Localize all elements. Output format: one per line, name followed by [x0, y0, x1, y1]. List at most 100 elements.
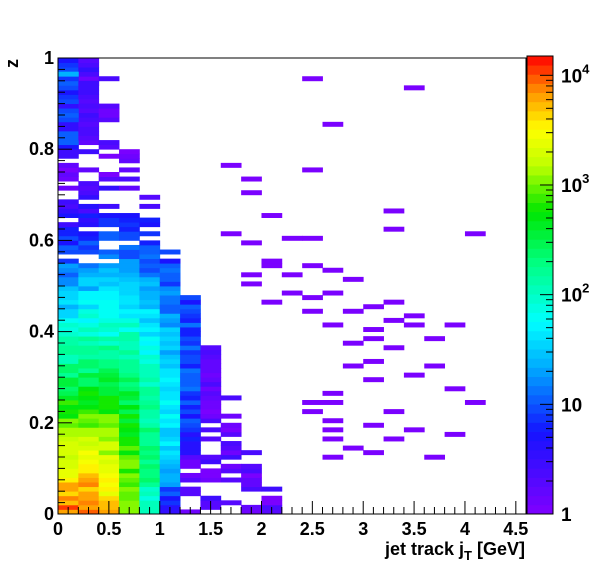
heatmap-cell-12 — [58, 454, 79, 460]
heatmap-cell-337 — [139, 363, 161, 369]
heatmap-cell-394 — [159, 400, 181, 405]
heatmap-cell-546 — [58, 80, 79, 86]
heatmap-cell-252 — [119, 427, 140, 433]
heatmap-cell-497 — [220, 500, 242, 506]
heatmap-cell-403 — [159, 358, 181, 364]
heatmap-cell-266 — [119, 363, 140, 369]
heatmap-cell-565 — [261, 213, 283, 218]
heatmap-cell-264 — [119, 372, 140, 378]
color-scale-step — [527, 459, 553, 469]
x-axis-title-unit: [GeV] — [472, 539, 525, 559]
heatmap-cell-120 — [78, 336, 100, 342]
heatmap-cell-314 — [139, 468, 161, 474]
heatmap-cell-24 — [58, 400, 79, 405]
x-tick-label: 2 — [256, 519, 266, 539]
heatmap-cell-411 — [159, 322, 181, 328]
heatmap-cell-569 — [220, 231, 242, 237]
heatmap-cell-300 — [119, 176, 140, 182]
heatmap-cell-611 — [424, 454, 446, 460]
color-scale-label-base: 10 — [561, 176, 582, 197]
heatmap-cell-98 — [78, 436, 100, 442]
heatmap-cell-193 — [98, 358, 120, 364]
axis-ticks — [57, 57, 527, 515]
heatmap-cell-144 — [78, 213, 100, 218]
heatmap-cell-492 — [200, 363, 222, 369]
heatmap-cell-419 — [159, 286, 181, 291]
color-scale-step — [527, 175, 553, 185]
heatmap-cell-430 — [180, 477, 201, 483]
heatmap-cell-415 — [159, 304, 181, 310]
heatmap-cell-231 — [98, 108, 120, 114]
x-tick-label: 3 — [358, 519, 368, 539]
color-scale-label-base: 10 — [561, 286, 582, 307]
heatmap-cell-469 — [180, 295, 201, 301]
heatmap-cell-114 — [78, 363, 100, 369]
heatmap-cell-239 — [119, 486, 140, 492]
heatmap-cell-483 — [200, 404, 222, 410]
color-scale-step — [527, 211, 553, 222]
heatmap-cells — [58, 58, 486, 514]
heatmap-cell-131 — [78, 286, 100, 291]
heatmap-cell-585 — [302, 308, 323, 314]
heatmap-cell-175 — [98, 441, 120, 446]
heatmap-cell-395 — [159, 395, 181, 401]
heatmap-cell-290 — [119, 254, 140, 260]
heatmap-cell-183 — [98, 404, 120, 410]
heatmap-cell-6 — [58, 482, 79, 488]
heatmap-cell-243 — [119, 468, 140, 474]
heatmap-cell-391 — [159, 413, 181, 419]
heatmap-cell-349 — [139, 308, 161, 314]
heatmap-cell-284 — [119, 281, 140, 287]
heatmap-cell-593 — [363, 336, 384, 342]
heatmap-cell-20 — [58, 418, 79, 424]
heatmap-cell-404 — [159, 354, 181, 360]
heatmap-cell-302 — [119, 158, 140, 164]
color-scale-step — [527, 56, 553, 66]
x-tick-label: 3.5 — [402, 519, 427, 539]
heatmap-cell-554 — [78, 62, 100, 68]
heatmap-cell-189 — [98, 377, 120, 383]
heatmap-cell-431 — [180, 472, 201, 478]
heatmap-cell-35 — [58, 349, 79, 355]
heatmap-cell-293 — [119, 235, 140, 241]
heatmap-cell-154 — [78, 117, 100, 123]
heatmap-cell-272 — [119, 336, 140, 342]
heatmap-cell-343 — [139, 336, 161, 342]
heatmap-cell-521 — [261, 500, 283, 506]
heatmap-cell-409 — [159, 331, 181, 337]
heatmap-cell-214 — [98, 263, 120, 269]
heatmap-cell-40 — [58, 327, 79, 332]
heatmap-cell-312 — [139, 477, 161, 483]
heatmap-cell-523 — [261, 486, 283, 492]
heatmap-cell-96 — [78, 445, 100, 451]
heatmap-cell-357 — [139, 272, 161, 278]
heatmap-cell-99 — [78, 431, 100, 437]
heatmap-cell-484 — [200, 400, 222, 405]
heatmap-cell-181 — [98, 413, 120, 419]
heatmap-cell-269 — [119, 349, 140, 355]
heatmap-cell-197 — [98, 340, 120, 346]
heatmap-cell-368 — [139, 203, 161, 209]
heatmap-cell-138 — [78, 244, 100, 250]
color-scale-step — [527, 367, 553, 377]
x-axis-title-main: jet track j — [384, 539, 464, 559]
heatmap-cell-123 — [78, 322, 100, 328]
heatmap-cell-228 — [98, 140, 120, 146]
heatmap-cell-163 — [98, 495, 120, 501]
color-scale-step — [527, 339, 553, 350]
heatmap-cell-224 — [98, 176, 120, 182]
heatmap-cell-97 — [78, 441, 100, 446]
heatmap-cell-280 — [119, 299, 140, 305]
heatmap-cell-86 — [78, 491, 100, 497]
heatmap-cell-222 — [98, 203, 120, 209]
heatmap-cell-109 — [78, 386, 100, 392]
heatmap-cell-498 — [220, 477, 242, 483]
heatmap-cell-433 — [180, 459, 201, 465]
heatmap-cell-88 — [78, 482, 100, 488]
heatmap-cell-260 — [119, 390, 140, 396]
heatmap-cell-407 — [159, 340, 181, 346]
heatmap-cell-542 — [58, 89, 79, 95]
color-scale-step — [527, 449, 553, 460]
heatmap-cell-279 — [119, 304, 140, 310]
heatmap-cell-564 — [241, 190, 262, 196]
